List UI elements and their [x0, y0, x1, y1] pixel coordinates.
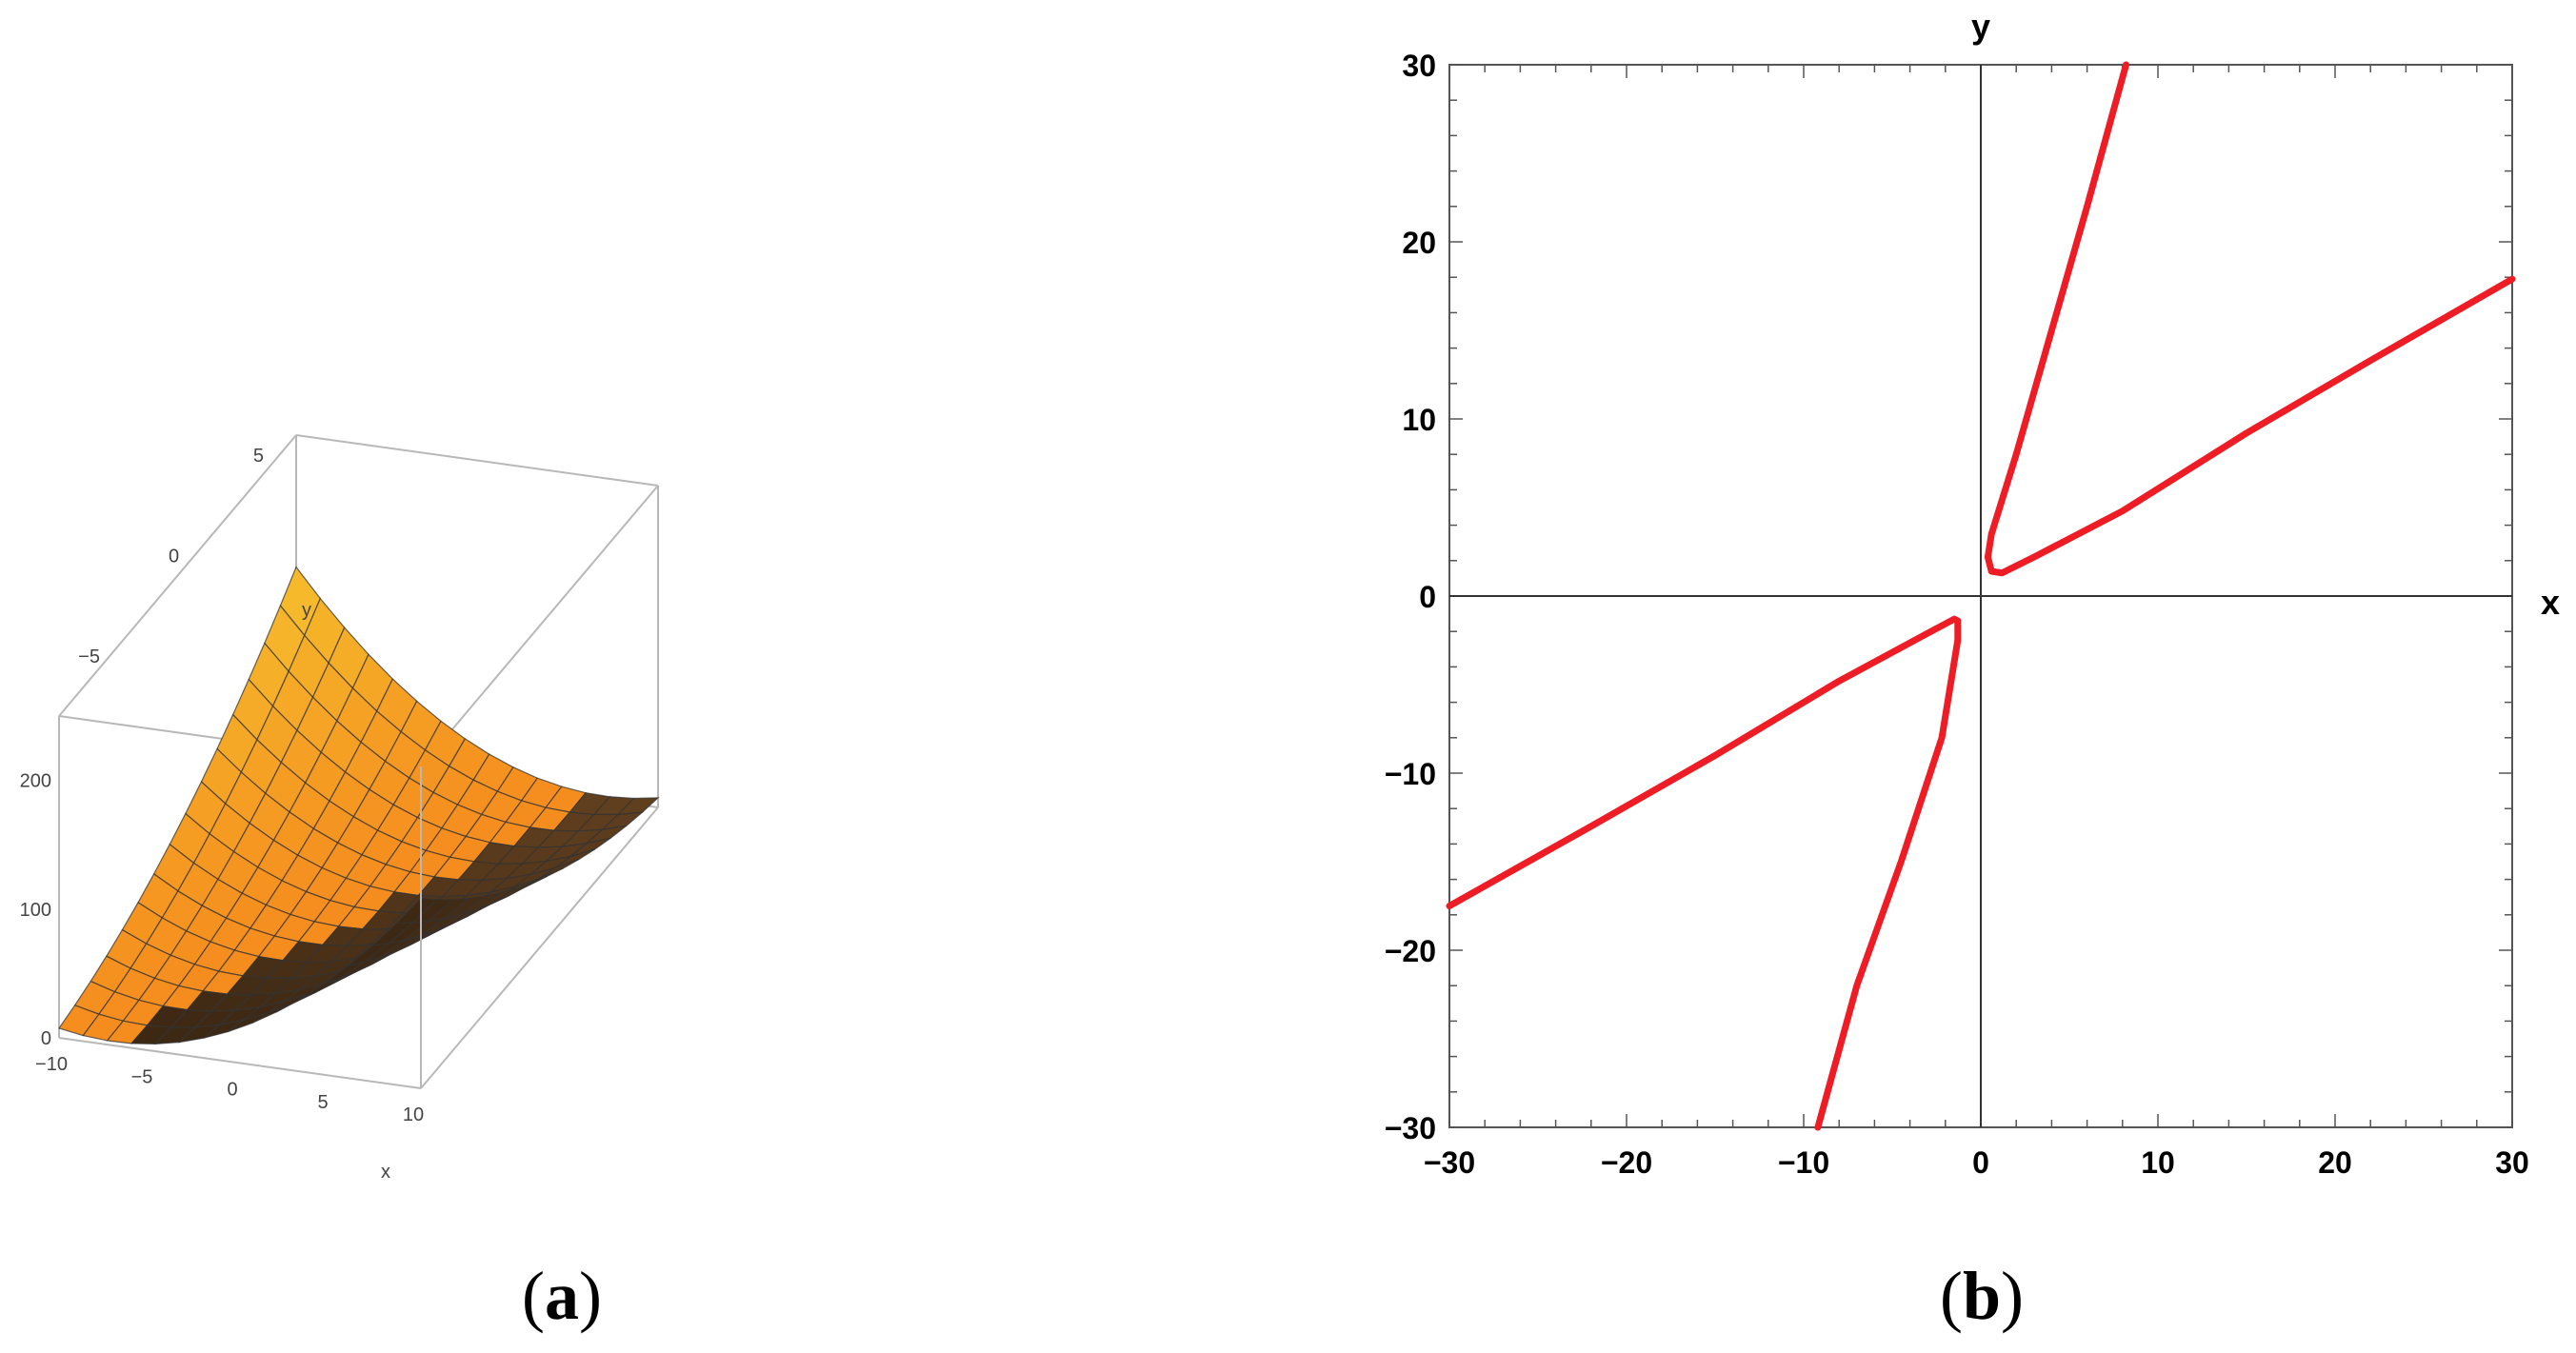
- x-tick-label: −10: [1778, 1145, 1829, 1180]
- y-tick-label: −30: [1385, 1111, 1436, 1145]
- box-edge-front: [420, 806, 659, 1089]
- x-tick-label: −30: [1424, 1145, 1475, 1180]
- panel-label-b: (b): [1940, 1258, 2025, 1334]
- curve-branch-2: [1446, 615, 1962, 1131]
- x-tick-label: 0: [1972, 1145, 1989, 1180]
- surface-z-tick-label: 0: [41, 1028, 51, 1049]
- y-tick-label: −20: [1385, 934, 1436, 968]
- surface-x-tick-label: 0: [227, 1080, 237, 1101]
- surface-y-axis-label: y: [302, 600, 311, 621]
- surface-y-tick-label: −5: [78, 647, 100, 667]
- panel-label-a: (a): [522, 1258, 602, 1334]
- surface-x-axis-label: x: [381, 1162, 390, 1183]
- box-edge-front: [58, 1037, 422, 1089]
- y-tick-label: 30: [1402, 49, 1436, 83]
- axis-tick-labels: −30 −20 −10 0 10 20 30 −30 −20 −10 0 10 20 30: [1385, 49, 2529, 1180]
- curve-plot: −30 −20 −10 0 10 20 30 −30 −20 −10 0 10 20 30 x y: [1385, 7, 2560, 1180]
- surface-x-tick-label: −5: [131, 1066, 153, 1087]
- surface-z-tick-label: 200: [20, 771, 51, 792]
- y-tick-label: 10: [1402, 403, 1436, 437]
- surface-y-tick-label: 5: [253, 446, 264, 467]
- curve-branch-1: [1984, 61, 2516, 577]
- x-tick-label: 10: [2141, 1145, 2175, 1180]
- box-edge: [295, 434, 659, 487]
- y-tick-label: 0: [1419, 580, 1436, 614]
- x-tick-label: 30: [2495, 1145, 2529, 1180]
- surface-y-tick-label: 0: [169, 547, 179, 567]
- surface-z-tick-label: 100: [20, 900, 51, 921]
- box-edge: [420, 485, 659, 767]
- x-tick-label: −20: [1601, 1145, 1652, 1180]
- y-tick-label: −10: [1385, 757, 1436, 791]
- surface-x-tick-label: −10: [35, 1054, 68, 1075]
- curves: [1446, 61, 2516, 1131]
- surface-patch: [395, 897, 438, 925]
- y-axis-label: y: [1971, 7, 1990, 46]
- surface-x-tick-label: 10: [403, 1104, 424, 1125]
- surface: [58, 566, 660, 1045]
- x-axis-label: x: [2541, 583, 2560, 622]
- bounding-box-front: [58, 766, 659, 1089]
- surface-x-tick-label: 5: [317, 1092, 328, 1113]
- y-tick-label: 20: [1402, 226, 1436, 260]
- x-tick-label: 20: [2318, 1145, 2352, 1180]
- box-edge: [58, 434, 297, 717]
